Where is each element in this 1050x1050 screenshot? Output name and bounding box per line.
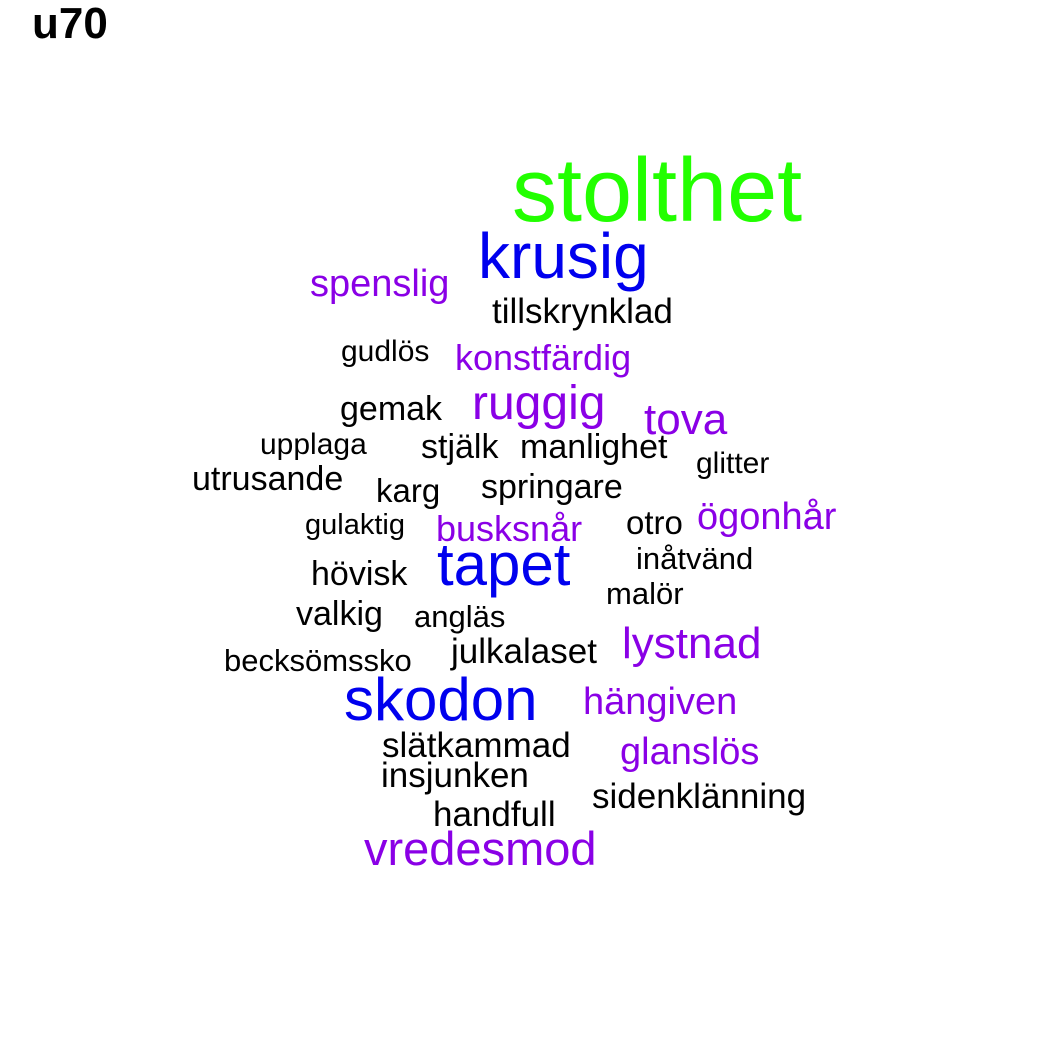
word-6: konstfärdig: [455, 337, 632, 378]
word-15: karg: [376, 472, 441, 509]
word-4: tillskrynklad: [492, 292, 673, 331]
word-13: glitter: [696, 447, 770, 480]
word-8: ruggig: [472, 377, 606, 430]
word-18: busksnår: [436, 508, 583, 549]
word-21: tapet: [437, 531, 571, 598]
word-12: manlighet: [520, 428, 668, 466]
word-36: handfull: [433, 795, 556, 834]
word-32: slätkammad: [382, 726, 571, 765]
word-9: tova: [644, 395, 728, 444]
word-37: vredesmod: [364, 822, 597, 875]
word-10: upplaga: [260, 428, 367, 461]
word-22: inåtvänd: [636, 541, 754, 576]
word-11: stjälk: [421, 428, 499, 466]
word-3: spenslig: [310, 263, 450, 305]
word-30: skodon: [344, 666, 538, 733]
word-1: stolthet: [512, 141, 803, 241]
word-14: utrusande: [192, 460, 344, 498]
word-35: sidenklänning: [592, 777, 807, 816]
word-29: becksömssko: [224, 643, 412, 678]
word-31: hängiven: [583, 681, 738, 723]
word-28: julkalaset: [451, 632, 597, 671]
word-25: valkig: [296, 595, 383, 633]
word-5: gudlös: [341, 335, 430, 368]
word-17: gulaktig: [305, 509, 405, 541]
page-title: u70: [32, 0, 108, 48]
word-19: otro: [626, 504, 683, 541]
word-24: malör: [606, 576, 684, 611]
word-7: gemak: [340, 390, 443, 428]
word-33: glanslös: [620, 731, 760, 773]
word-2: krusig: [478, 220, 649, 292]
word-16: springare: [481, 468, 623, 506]
word-23: hövisk: [311, 555, 408, 593]
word-34: insjunken: [381, 756, 529, 795]
word-27: lystnad: [622, 619, 762, 668]
word-26: angläs: [414, 599, 506, 634]
word-20: ögonhår: [697, 496, 837, 538]
